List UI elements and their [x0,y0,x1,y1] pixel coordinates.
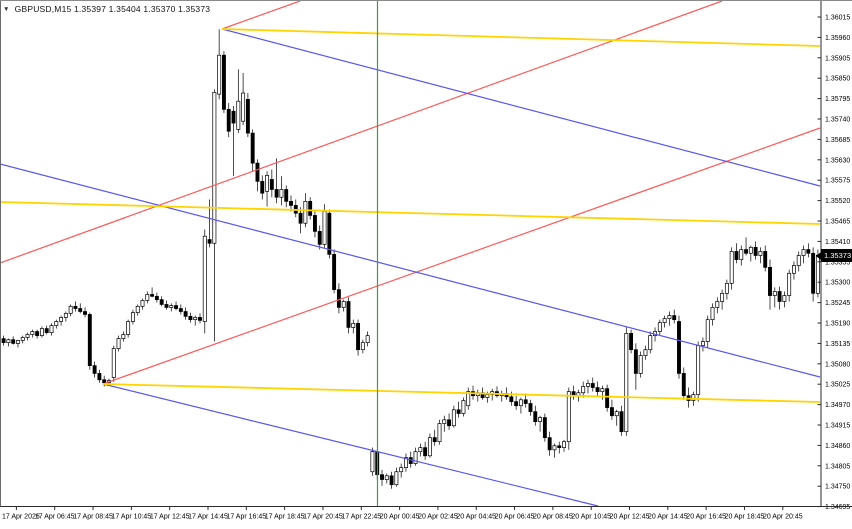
svg-text:1.35025: 1.35025 [825,382,850,389]
svg-text:1.35465: 1.35465 [825,219,850,226]
svg-text:20 Apr 00:45: 20 Apr 00:45 [380,514,420,521]
svg-text:17 Apr 06:45: 17 Apr 06:45 [35,514,75,521]
svg-text:1.35850: 1.35850 [825,76,850,83]
svg-text:17 Apr 10:45: 17 Apr 10:45 [112,514,152,521]
svg-text:17 Apr 12:45: 17 Apr 12:45 [150,514,190,521]
svg-text:1.35135: 1.35135 [825,341,850,348]
svg-text:20 Apr 16:45: 20 Apr 16:45 [686,514,726,521]
svg-text:1.35080: 1.35080 [825,361,850,368]
svg-text:1.34970: 1.34970 [825,402,850,409]
svg-text:20 Apr 02:45: 20 Apr 02:45 [418,514,458,521]
svg-text:17 Apr 16:45: 17 Apr 16:45 [226,514,266,521]
svg-text:17 Apr 08:45: 17 Apr 08:45 [73,514,113,521]
svg-text:1.35300: 1.35300 [825,280,850,287]
svg-text:1.35630: 1.35630 [825,157,850,164]
chart-title-bar: ▼ GBPUSD,M15 1.35397 1.35404 1.35370 1.3… [3,3,210,15]
current-price-tag: 1.35373 [821,249,852,262]
svg-text:1.34805: 1.34805 [825,463,850,470]
svg-text:1.35245: 1.35245 [825,300,850,307]
svg-text:1.35960: 1.35960 [825,35,850,42]
svg-text:1.35685: 1.35685 [825,137,850,144]
svg-text:1.35905: 1.35905 [825,55,850,62]
svg-text:1.34915: 1.34915 [825,423,850,430]
svg-text:17 Apr 22:45: 17 Apr 22:45 [341,514,381,521]
svg-text:20 Apr 18:45: 20 Apr 18:45 [725,514,765,521]
svg-text:1.36015: 1.36015 [825,15,850,22]
svg-text:20 Apr 10:45: 20 Apr 10:45 [571,514,611,521]
svg-text:1.35795: 1.35795 [825,96,850,103]
svg-text:20 Apr 06:45: 20 Apr 06:45 [495,514,535,521]
svg-text:1.35740: 1.35740 [825,117,850,124]
svg-text:17 Apr 18:45: 17 Apr 18:45 [265,514,305,521]
svg-text:1.35520: 1.35520 [825,198,850,205]
svg-text:20 Apr 12:45: 20 Apr 12:45 [610,514,650,521]
chevron-down-icon[interactable]: ▼ [3,6,10,13]
svg-text:1.35190: 1.35190 [825,321,850,328]
current-price-value: 1.35373 [824,251,851,260]
svg-text:1.34750: 1.34750 [825,484,850,491]
svg-text:20 Apr 04:45: 20 Apr 04:45 [456,514,496,521]
svg-text:1.34860: 1.34860 [825,443,850,450]
svg-text:1.35575: 1.35575 [825,178,850,185]
svg-text:20 Apr 20:45: 20 Apr 20:45 [763,514,803,521]
svg-text:20 Apr 08:45: 20 Apr 08:45 [533,514,573,521]
symbol-ohlc-label: GBPUSD,M15 1.35397 1.35404 1.35370 1.353… [15,4,211,14]
svg-text:17 Apr 14:45: 17 Apr 14:45 [188,514,228,521]
svg-text:17 Apr 20:45: 17 Apr 20:45 [303,514,343,521]
svg-text:20 Apr 14:45: 20 Apr 14:45 [648,514,688,521]
svg-text:1.35410: 1.35410 [825,239,850,246]
svg-text:1.34695: 1.34695 [825,504,850,511]
